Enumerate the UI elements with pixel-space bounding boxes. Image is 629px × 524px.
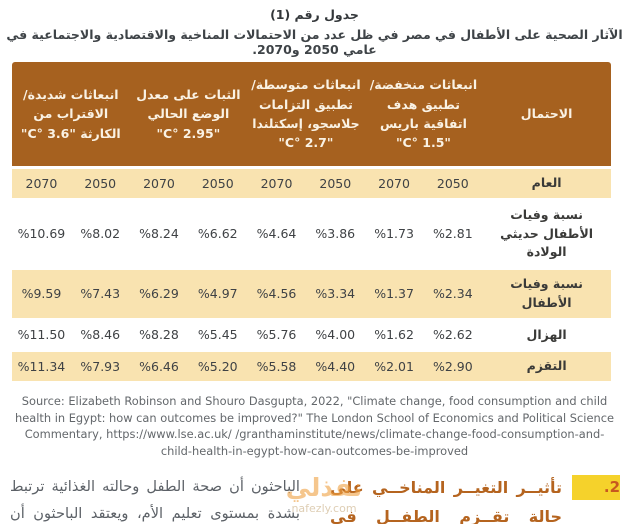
value-cell: %1.37 xyxy=(364,270,424,318)
section-number-badge: 2. xyxy=(572,475,620,500)
value-cell: %5.20 xyxy=(188,352,248,381)
value-cell: %5.58 xyxy=(247,352,306,381)
year-row: العام 2050 2070 2050 2070 2050 2070 2050… xyxy=(12,169,611,198)
year-cell: 2050 xyxy=(70,169,130,198)
value-cell: %8.02 xyxy=(70,200,130,267)
value-cell: %4.97 xyxy=(188,270,248,318)
year-cell: 2070 xyxy=(12,169,71,198)
value-cell: %7.43 xyxy=(70,270,130,318)
article-columns: 2. تأثيــر التغيــر المناخــي على حالة ت… xyxy=(10,473,620,524)
header-cell-severe-emissions: انبعاثات شديدة/ الاقتراب من الكارثة "3.6… xyxy=(12,62,130,166)
row-label-child-mortality: نسبة وفيات الأطفال xyxy=(482,270,611,318)
value-cell: %7.93 xyxy=(70,352,130,381)
value-cell: %6.62 xyxy=(188,200,248,267)
value-cell: %2.81 xyxy=(423,200,483,267)
year-cell: 2070 xyxy=(129,169,189,198)
value-cell: %5.76 xyxy=(247,320,306,350)
value-cell: %4.64 xyxy=(247,200,306,267)
value-cell: %10.69 xyxy=(12,200,71,267)
value-cell: %4.40 xyxy=(305,352,365,381)
value-cell: %1.62 xyxy=(364,320,424,350)
year-cell: 2050 xyxy=(423,169,483,198)
table-title-caption: الآثار الصحية على الأطفال في مصر في ظل ع… xyxy=(6,27,623,57)
column-section-2: 2. تأثيــر التغيــر المناخــي على حالة ت… xyxy=(330,473,620,524)
column-continuation: الباحثون أن صحة الطفل وحالته الغذائية تر… xyxy=(10,473,300,524)
value-cell: %11.34 xyxy=(12,352,71,381)
table-header-row: الاحتمال انبعاثات منخفضة/تطبيق هدف اتفاق… xyxy=(12,62,611,166)
table-row-newborn-mortality: نسبة وفيات الأطفال حديثي الولادة %2.81 %… xyxy=(12,200,611,267)
continuation-paragraph-1: الباحثون أن صحة الطفل وحالته الغذائية تر… xyxy=(10,478,300,522)
table-row-wasting: الهزال %2.62 %1.62 %4.00 %5.76 %5.45 %8.… xyxy=(12,320,611,350)
row-label-year: العام xyxy=(482,169,611,198)
year-cell: 2070 xyxy=(364,169,424,198)
header-cell-current-trajectory: الثبات على معدل الوضع الحالي "2.95 °C" xyxy=(129,62,248,166)
section-2-heading: 2. تأثيــر التغيــر المناخــي على حالة ت… xyxy=(330,473,620,524)
value-cell: %8.24 xyxy=(129,200,189,267)
value-cell: %1.73 xyxy=(364,200,424,267)
header-cell-medium-emissions: انبعاثات متوسطة/ تطبيق التزامات جلاسجو، … xyxy=(247,62,365,166)
section-2-title: تأثيــر التغيــر المناخــي على حالة تقــ… xyxy=(330,478,562,524)
row-label-stunting: التقزم xyxy=(482,352,611,381)
value-cell: %4.56 xyxy=(247,270,306,318)
value-cell: %5.45 xyxy=(188,320,248,350)
table-row-child-mortality: نسبة وفيات الأطفال %2.34 %1.37 %3.34 %4.… xyxy=(12,270,611,318)
value-cell: %2.01 xyxy=(364,352,424,381)
value-cell: %11.50 xyxy=(12,320,71,350)
value-cell: %2.62 xyxy=(423,320,483,350)
value-cell: %4.00 xyxy=(305,320,365,350)
year-cell: 2050 xyxy=(305,169,365,198)
table-number-caption: جدول رقم (1) xyxy=(270,7,359,22)
value-cell: %6.46 xyxy=(129,352,189,381)
value-cell: %2.90 xyxy=(423,352,483,381)
header-cell-scenario: الاحتمال xyxy=(482,62,611,166)
value-cell: %6.29 xyxy=(129,270,189,318)
document-page: جدول رقم (1) الآثار الصحية على الأطفال ف… xyxy=(0,7,629,524)
value-cell: %8.46 xyxy=(70,320,130,350)
source-citation: Source: Elizabeth Robinson and Shouro Da… xyxy=(15,394,614,458)
row-label-wasting: الهزال xyxy=(482,320,611,350)
value-cell: %2.34 xyxy=(423,270,483,318)
value-cell: %3.86 xyxy=(305,200,365,267)
table-row-stunting: التقزم %2.90 %2.01 %4.40 %5.58 %5.20 %6.… xyxy=(12,352,611,381)
value-cell: %3.34 xyxy=(305,270,365,318)
row-label-newborn-mortality: نسبة وفيات الأطفال حديثي الولادة xyxy=(482,200,611,267)
value-cell: %8.28 xyxy=(129,320,189,350)
header-cell-low-emissions: انبعاثات منخفضة/تطبيق هدف اتفاقية باريس … xyxy=(364,62,483,166)
year-cell: 2050 xyxy=(188,169,248,198)
value-cell: %9.59 xyxy=(12,270,71,318)
year-cell: 2070 xyxy=(247,169,306,198)
climate-scenarios-table: الاحتمال انبعاثات منخفضة/تطبيق هدف اتفاق… xyxy=(12,59,611,384)
